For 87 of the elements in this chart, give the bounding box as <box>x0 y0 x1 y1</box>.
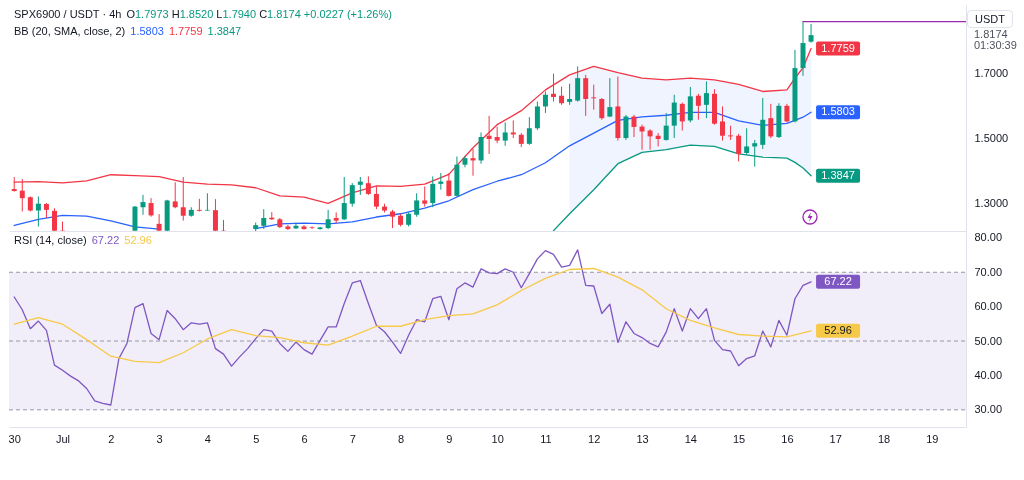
candlestick <box>695 93 701 121</box>
y-tick-label: 30.00 <box>974 403 1003 416</box>
y-tick-label: 70.00 <box>974 265 1003 278</box>
y-tick-label: 40.00 <box>974 368 1003 381</box>
x-tick-label: 4 <box>204 432 211 445</box>
candlestick <box>808 23 814 44</box>
x-tick-label: 6 <box>301 432 308 445</box>
candlestick <box>663 112 669 142</box>
chart-title: SPX6900 / USDT · 4h <box>14 8 122 20</box>
y-axis-title: USDT <box>967 10 1013 28</box>
line-series <box>13 249 812 406</box>
candlestick <box>551 73 556 103</box>
candlestick <box>261 208 267 230</box>
y-tick-label: 1.3000 <box>974 196 1009 209</box>
candlestick <box>728 125 734 141</box>
candlestick <box>583 74 589 117</box>
candlestick <box>720 105 726 142</box>
data-label: 52.96 <box>824 323 852 336</box>
x-tick-label: 11 <box>540 432 552 445</box>
x-tick-label: 17 <box>829 432 842 445</box>
candlestick <box>599 97 605 121</box>
x-tick-label: 30 <box>8 432 21 445</box>
candlestick <box>502 121 508 147</box>
candlestick <box>390 209 396 229</box>
candlestick <box>575 65 581 103</box>
candlestick <box>703 80 709 119</box>
x-tick-label: 2 <box>108 432 115 445</box>
candlestick <box>591 84 597 111</box>
candlestick <box>478 131 484 165</box>
legend-title: BB (20, SMA, close, 2) <box>14 25 126 37</box>
x-tick-label: 13 <box>636 432 649 445</box>
x-tick-label: 10 <box>491 432 504 445</box>
candlestick <box>631 114 637 138</box>
candlestick <box>559 86 565 106</box>
candlestick <box>607 77 613 118</box>
data-label: 1.3847 <box>821 168 855 181</box>
data-label: 67.22 <box>824 274 852 287</box>
text: 1.5803 <box>130 25 164 37</box>
text: 52.96 <box>124 234 152 246</box>
candlestick <box>679 102 685 132</box>
x-tick-label: 7 <box>349 432 356 445</box>
text: 1.8174 <box>974 28 1008 40</box>
x-tick-label: 14 <box>684 432 697 445</box>
candlestick <box>430 175 436 208</box>
candlestick <box>341 176 347 221</box>
candlestick <box>365 175 371 196</box>
y-tick-label: 80.00 <box>974 231 1003 244</box>
candlestick <box>414 192 420 218</box>
candlestick <box>542 91 548 114</box>
candlestick <box>655 132 661 147</box>
candlestick <box>486 115 492 155</box>
y-tick-label: 60.00 <box>974 300 1003 313</box>
text: 1.7759 <box>168 25 203 37</box>
x-tick-label: 8 <box>398 432 405 445</box>
x-tick-label: Jul <box>55 432 71 445</box>
candlestick <box>446 172 452 198</box>
candlestick <box>526 116 532 146</box>
x-tick-label: 9 <box>446 432 453 445</box>
x-tick-label: 15 <box>733 432 746 445</box>
line-series <box>13 267 812 364</box>
text: 01:30:39 <box>974 39 1017 51</box>
x-tick-label: 5 <box>253 432 260 445</box>
text: 1.3847 <box>207 25 242 37</box>
x-tick-label: 19 <box>926 432 939 445</box>
y-tick-label: 1.7000 <box>974 66 1009 79</box>
candlestick <box>567 83 573 106</box>
candlestick <box>623 114 629 141</box>
candlestick <box>325 209 331 230</box>
candlestick <box>534 101 540 131</box>
text: 67.22 <box>91 234 120 246</box>
candlestick <box>784 103 790 123</box>
chart-subtitle: O1.7973 H1.8520 L1.7940 C1.8174 +0.0227 (+1.26%) <box>126 8 392 20</box>
candlestick <box>470 148 476 177</box>
y-tick-label: 1.5000 <box>974 131 1009 144</box>
candlestick <box>349 182 355 208</box>
x-tick-label: 18 <box>877 432 891 445</box>
legend-title: RSI (14, close) <box>14 234 87 246</box>
candlestick <box>309 225 315 230</box>
candlestick <box>736 133 742 162</box>
y-tick-label: 50.00 <box>974 334 1003 347</box>
x-tick-label: 16 <box>781 432 794 445</box>
x-tick-label: 12 <box>588 432 601 445</box>
candlestick <box>768 103 774 139</box>
candlestick <box>671 94 677 139</box>
data-label: 1.7759 <box>821 41 855 54</box>
data-label: 1.5803 <box>821 105 855 118</box>
x-tick-label: 3 <box>156 432 163 445</box>
